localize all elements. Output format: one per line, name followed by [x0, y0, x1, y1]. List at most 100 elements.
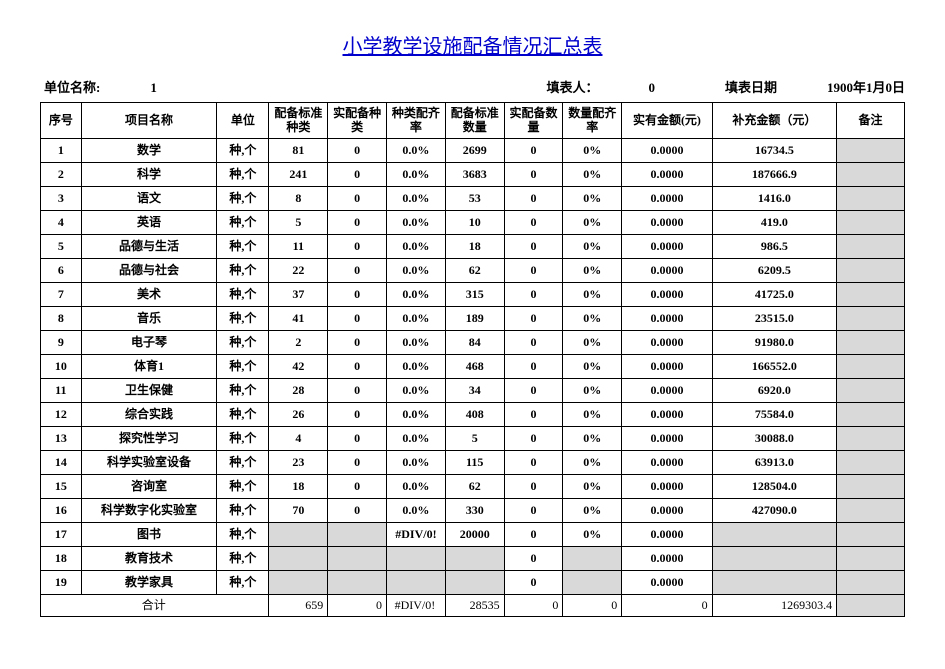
cell-c6: 0.0% — [387, 450, 446, 474]
cell-c7 — [445, 546, 504, 570]
cell-c11: 128504.0 — [712, 474, 836, 498]
cell-name: 语文 — [81, 186, 217, 210]
table-row: 17图书种,个#DIV/0!2000000%0.0000 — [41, 522, 905, 546]
cell-c9: 0% — [563, 234, 622, 258]
cell-c9: 0% — [563, 402, 622, 426]
table-row: 6品德与社会种,个2200.0%6200%0.00006209.5 — [41, 258, 905, 282]
cell-c10: 0.0000 — [622, 570, 712, 594]
cell-c4: 26 — [269, 402, 328, 426]
cell-c6: 0.0% — [387, 354, 446, 378]
cell-name: 品德与生活 — [81, 234, 217, 258]
cell-c12 — [837, 426, 905, 450]
cell-c8: 0 — [504, 330, 563, 354]
cell-c12 — [837, 234, 905, 258]
cell-c8: 0 — [504, 474, 563, 498]
cell-c9: 0% — [563, 186, 622, 210]
cell-c7: 115 — [445, 450, 504, 474]
cell-c8: 0 — [504, 426, 563, 450]
cell-unit: 种,个 — [217, 474, 269, 498]
table-row: 2科学种,个24100.0%368300%0.0000187666.9 — [41, 162, 905, 186]
cell-c5: 0 — [328, 426, 387, 450]
cell-c6: 0.0% — [387, 378, 446, 402]
cell-seq: 15 — [41, 474, 82, 498]
cell-unit: 种,个 — [217, 546, 269, 570]
cell-c5: 0 — [328, 234, 387, 258]
cell-c6 — [387, 546, 446, 570]
cell-c5: 0 — [328, 354, 387, 378]
cell-seq: 5 — [41, 234, 82, 258]
table-row: 19教学家具种,个00.0000 — [41, 570, 905, 594]
cell-c12 — [837, 306, 905, 330]
cell-c12 — [837, 186, 905, 210]
table-row: 14科学实验室设备种,个2300.0%11500%0.000063913.0 — [41, 450, 905, 474]
cell-c11 — [712, 570, 836, 594]
cell-unit: 种,个 — [217, 258, 269, 282]
cell-seq: 14 — [41, 450, 82, 474]
cell-seq: 7 — [41, 282, 82, 306]
cell-c5: 0 — [328, 306, 387, 330]
cell-c4: 28 — [269, 378, 328, 402]
cell-unit: 种,个 — [217, 570, 269, 594]
cell-c9: 0% — [563, 258, 622, 282]
cell-c11: 419.0 — [712, 210, 836, 234]
cell-seq: 13 — [41, 426, 82, 450]
cell-c12 — [837, 450, 905, 474]
cell-unit: 种,个 — [217, 450, 269, 474]
table-row: 12综合实践种,个2600.0%40800%0.000075584.0 — [41, 402, 905, 426]
cell-c12 — [837, 522, 905, 546]
cell-c6: 0.0% — [387, 402, 446, 426]
total-c4: 659 — [269, 594, 328, 616]
th-c8: 实配备数量 — [504, 103, 563, 139]
cell-c7: 84 — [445, 330, 504, 354]
cell-c7: 53 — [445, 186, 504, 210]
cell-c10: 0.0000 — [622, 378, 712, 402]
cell-c8: 0 — [504, 498, 563, 522]
cell-unit: 种,个 — [217, 330, 269, 354]
cell-c6: 0.0% — [387, 210, 446, 234]
cell-c12 — [837, 210, 905, 234]
cell-name: 综合实践 — [81, 402, 217, 426]
cell-c8: 0 — [504, 546, 563, 570]
cell-c10: 0.0000 — [622, 546, 712, 570]
th-c4: 配备标准种类 — [269, 103, 328, 139]
cell-unit: 种,个 — [217, 210, 269, 234]
cell-c6: 0.0% — [387, 474, 446, 498]
cell-c7: 34 — [445, 378, 504, 402]
table-row: 10体育1种,个4200.0%46800%0.0000166552.0 — [41, 354, 905, 378]
cell-c7: 189 — [445, 306, 504, 330]
cell-seq: 6 — [41, 258, 82, 282]
cell-name: 教育技术 — [81, 546, 217, 570]
cell-unit: 种,个 — [217, 186, 269, 210]
cell-c12 — [837, 402, 905, 426]
cell-c6: 0.0% — [387, 138, 446, 162]
cell-unit: 种,个 — [217, 306, 269, 330]
cell-c9: 0% — [563, 498, 622, 522]
cell-name: 探究性学习 — [81, 426, 217, 450]
meta-unit: 单位名称: 1 — [44, 77, 157, 96]
cell-c8: 0 — [504, 522, 563, 546]
cell-c11 — [712, 546, 836, 570]
cell-c9: 0% — [563, 474, 622, 498]
cell-c10: 0.0000 — [622, 354, 712, 378]
cell-seq: 2 — [41, 162, 82, 186]
cell-c7: 408 — [445, 402, 504, 426]
cell-c5: 0 — [328, 186, 387, 210]
th-c11: 补充金额（元） — [712, 103, 836, 139]
cell-c4: 5 — [269, 210, 328, 234]
cell-c5: 0 — [328, 210, 387, 234]
cell-seq: 11 — [41, 378, 82, 402]
cell-name: 品德与社会 — [81, 258, 217, 282]
cell-name: 音乐 — [81, 306, 217, 330]
cell-c5: 0 — [328, 402, 387, 426]
cell-unit: 种,个 — [217, 138, 269, 162]
cell-c5 — [328, 570, 387, 594]
cell-c4: 70 — [269, 498, 328, 522]
cell-c5: 0 — [328, 162, 387, 186]
table-row: 8音乐种,个4100.0%18900%0.000023515.0 — [41, 306, 905, 330]
cell-c5: 0 — [328, 474, 387, 498]
cell-seq: 12 — [41, 402, 82, 426]
th-seq: 序号 — [41, 103, 82, 139]
th-c5: 实配备种类 — [328, 103, 387, 139]
cell-c9 — [563, 546, 622, 570]
cell-c5: 0 — [328, 378, 387, 402]
